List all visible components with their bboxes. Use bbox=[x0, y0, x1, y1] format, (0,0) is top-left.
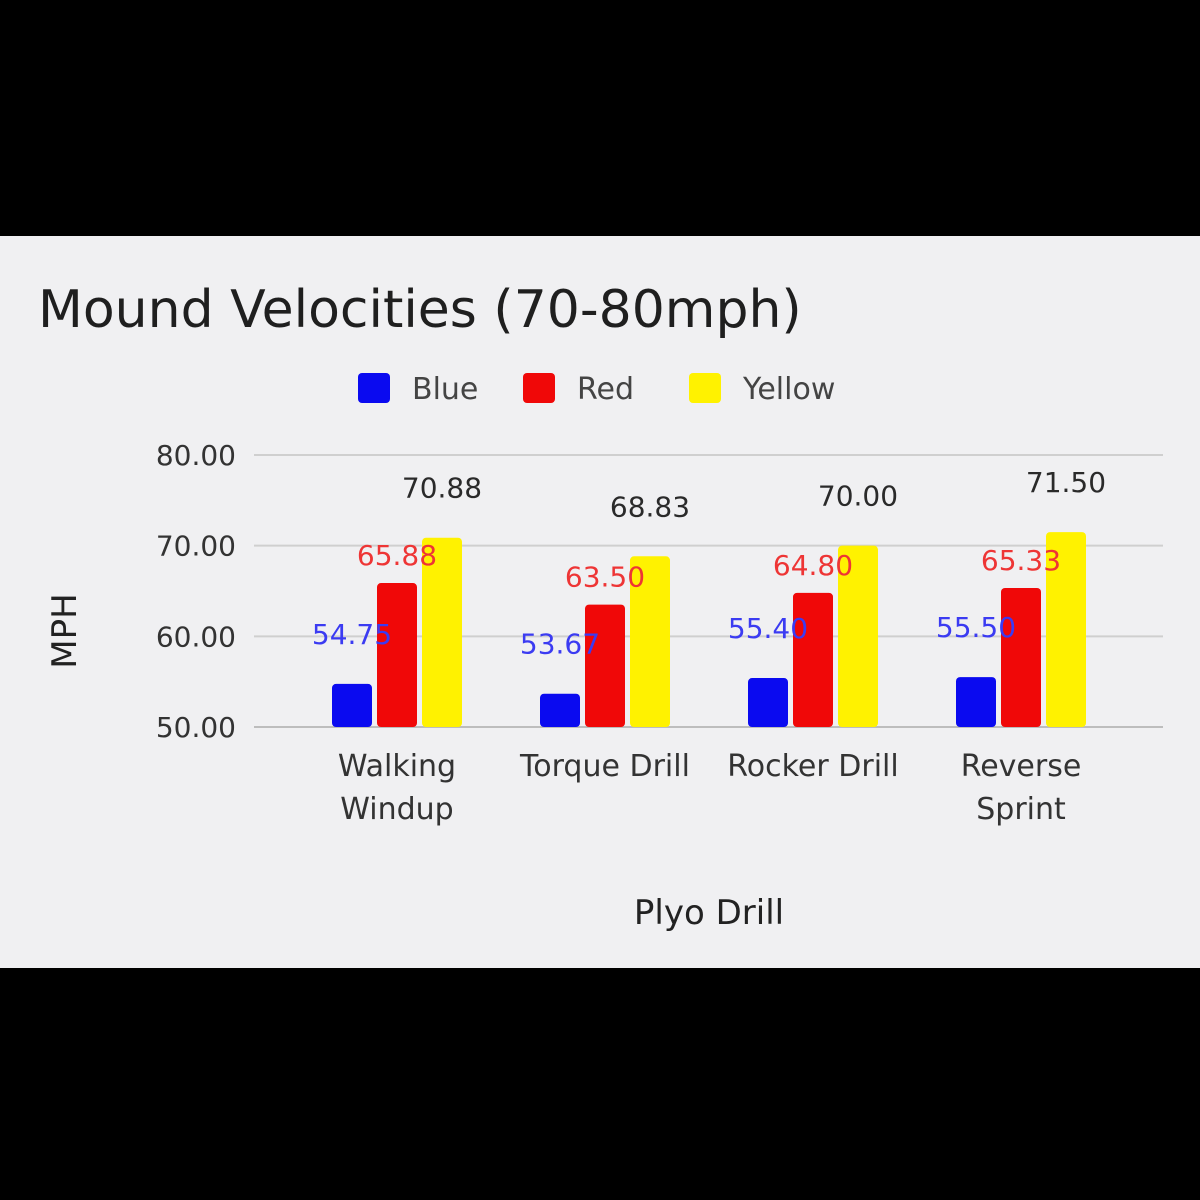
x-category-label: Torque Drill bbox=[519, 749, 690, 784]
data-label-blue: 53.67 bbox=[520, 628, 600, 661]
y-tick-label: 50.00 bbox=[156, 711, 236, 744]
legend-label-yellow: Yellow bbox=[742, 372, 835, 407]
y-axis-title: MPH bbox=[45, 593, 85, 668]
bar-yellow bbox=[1046, 532, 1086, 727]
chart-title: Mound Velocities (70-80mph) bbox=[38, 280, 802, 340]
legend-label-red: Red bbox=[577, 372, 634, 407]
y-axis-ticks: 50.00 60.00 70.00 80.00 bbox=[156, 439, 236, 744]
legend: Blue Red Yellow bbox=[358, 372, 835, 407]
data-label-blue: 54.75 bbox=[312, 618, 392, 651]
bar-blue bbox=[748, 678, 788, 727]
bar-red bbox=[377, 583, 417, 727]
bar-blue bbox=[956, 677, 996, 727]
legend-label-blue: Blue bbox=[412, 372, 478, 407]
chart-panel: Mound Velocities (70-80mph) Blue Red Yello… bbox=[0, 236, 1200, 968]
y-tick-label: 80.00 bbox=[156, 439, 236, 472]
legend-swatch-red bbox=[523, 373, 555, 403]
y-tick-label: 60.00 bbox=[156, 620, 236, 653]
x-axis-categories: Walking Windup Torque Drill Rocker Drill Rev… bbox=[338, 749, 1081, 827]
data-label-blue: 55.40 bbox=[728, 612, 808, 645]
data-labels: 54.75 65.88 70.88 53.67 63.50 68.83 55.40 64.80… bbox=[312, 466, 1106, 661]
bar-yellow bbox=[838, 545, 878, 727]
bar-blue bbox=[332, 683, 372, 727]
bar-red bbox=[585, 604, 625, 727]
legend-swatch-yellow bbox=[689, 373, 721, 403]
x-category-label: Reverse bbox=[961, 749, 1082, 784]
data-label-yellow: 68.83 bbox=[610, 490, 690, 523]
data-label-yellow: 70.88 bbox=[402, 472, 482, 505]
data-label-red: 65.88 bbox=[357, 539, 437, 572]
bar-yellow bbox=[630, 556, 670, 727]
x-category-label: Walking bbox=[338, 749, 456, 784]
x-category-label: Sprint bbox=[976, 792, 1066, 827]
data-label-blue: 55.50 bbox=[936, 611, 1016, 644]
bar-red bbox=[1001, 588, 1041, 727]
data-label-red: 64.80 bbox=[773, 549, 853, 582]
data-label-yellow: 70.00 bbox=[818, 480, 898, 513]
data-label-red: 63.50 bbox=[565, 561, 645, 594]
x-category-label: Rocker Drill bbox=[727, 749, 898, 784]
bar-red bbox=[793, 592, 833, 727]
x-axis-title: Plyo Drill bbox=[634, 893, 784, 933]
x-category-label: Windup bbox=[340, 792, 453, 827]
y-tick-label: 70.00 bbox=[156, 530, 236, 563]
bar-yellow bbox=[422, 537, 462, 727]
data-label-yellow: 71.50 bbox=[1026, 466, 1106, 499]
data-label-red: 65.33 bbox=[981, 544, 1061, 577]
bar-blue bbox=[540, 693, 580, 727]
legend-swatch-blue bbox=[358, 373, 390, 403]
bars bbox=[332, 532, 1086, 727]
bar-chart: Mound Velocities (70-80mph) Blue Red Yello… bbox=[38, 280, 1163, 933]
